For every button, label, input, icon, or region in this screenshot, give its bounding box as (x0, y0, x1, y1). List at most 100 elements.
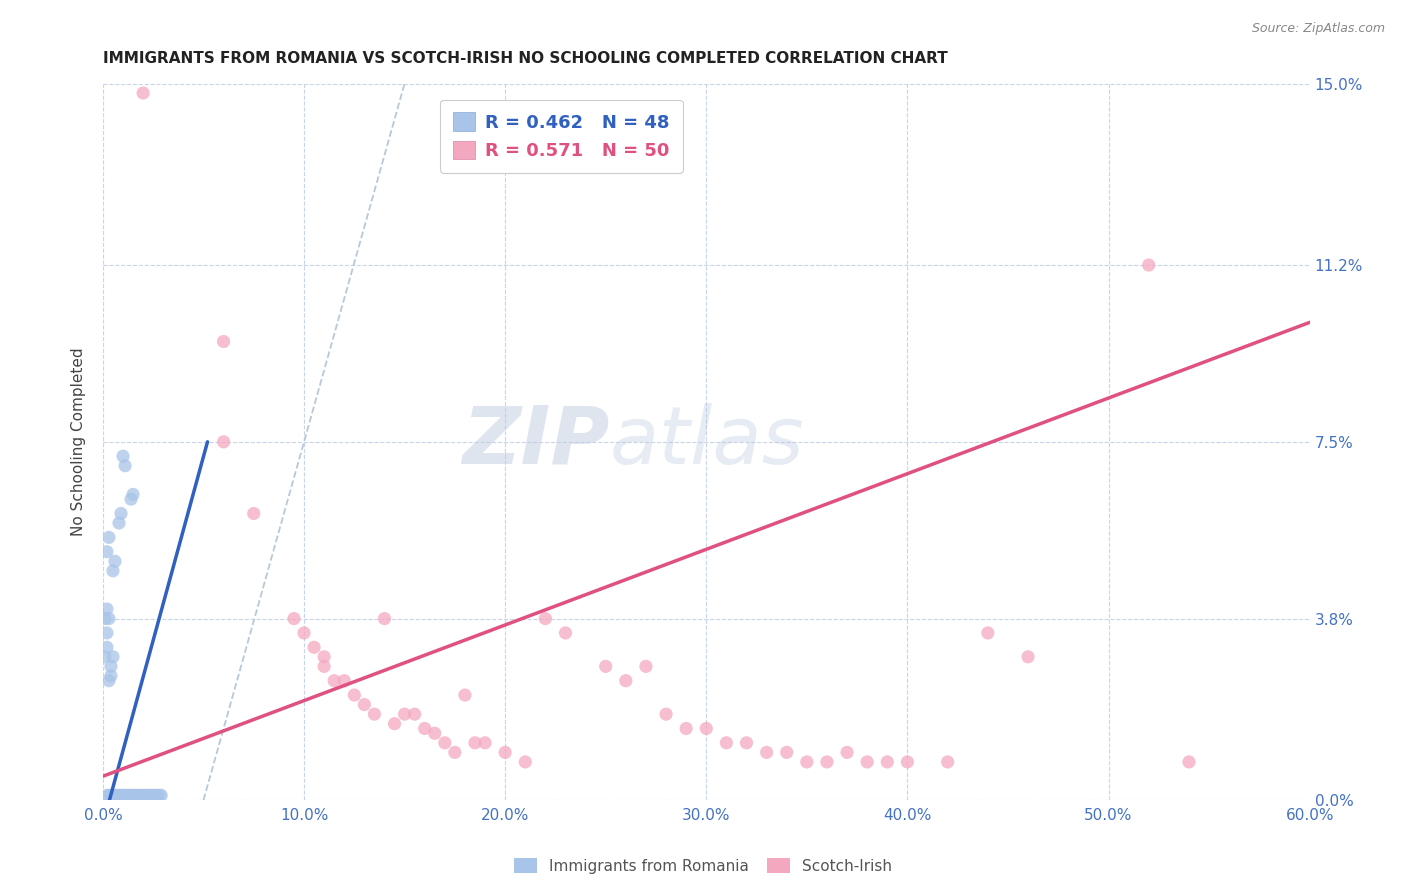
Point (735, 736, 758, 750)
Point (413, 722, 436, 736)
Point (433, 736, 456, 750)
Point (936, 755, 959, 769)
Point (146, 789, 169, 803)
Point (143, 789, 166, 803)
Point (97, 611, 120, 625)
Point (1178, 755, 1201, 769)
Point (101, 649, 124, 664)
Point (1017, 649, 1039, 664)
Legend: R = 0.462   N = 48, R = 0.571   N = 50: R = 0.462 N = 48, R = 0.571 N = 50 (440, 100, 682, 173)
Point (292, 626, 315, 640)
Point (120, 492, 142, 507)
Point (114, 458, 136, 473)
Point (105, 789, 128, 803)
Point (110, 507, 132, 521)
Point (896, 755, 918, 769)
Point (464, 736, 486, 750)
Text: IMMIGRANTS FROM ROMANIA VS SCOTCH-IRISH NO SCHOOLING COMPLETED CORRELATION CHART: IMMIGRANTS FROM ROMANIA VS SCOTCH-IRISH … (103, 51, 948, 66)
Y-axis label: No Schooling Completed: No Schooling Completed (72, 348, 86, 536)
Point (96, 626, 118, 640)
Point (323, 673, 346, 688)
Point (444, 745, 467, 759)
Point (96, 602, 118, 616)
Point (796, 755, 818, 769)
Point (343, 688, 366, 702)
Point (148, 789, 170, 803)
Point (614, 673, 637, 688)
Point (100, 669, 122, 683)
Text: atlas: atlas (610, 403, 804, 481)
Legend: Immigrants from Romania, Scotch-Irish: Immigrants from Romania, Scotch-Irish (508, 852, 898, 880)
Point (100, 659, 122, 673)
Point (111, 449, 134, 463)
Point (96, 789, 118, 803)
Point (97, 530, 120, 544)
Point (124, 789, 146, 803)
Point (97, 673, 120, 688)
Point (333, 673, 356, 688)
Point (114, 789, 136, 803)
Point (212, 434, 235, 449)
Point (150, 789, 173, 803)
Point (876, 755, 898, 769)
Point (134, 789, 156, 803)
Point (127, 789, 149, 803)
Point (675, 722, 697, 736)
Point (96, 545, 118, 559)
Point (494, 745, 516, 759)
Point (122, 487, 145, 501)
Point (695, 722, 717, 736)
Point (404, 707, 426, 722)
Point (141, 789, 163, 803)
Point (454, 688, 477, 702)
Point (815, 755, 838, 769)
Point (835, 745, 858, 759)
Point (242, 507, 264, 521)
Point (110, 789, 132, 803)
Point (94, 611, 117, 625)
Point (283, 611, 305, 625)
Point (716, 736, 738, 750)
Point (115, 789, 138, 803)
Point (302, 640, 325, 655)
Point (132, 86, 155, 100)
Point (101, 564, 124, 578)
Point (394, 707, 416, 722)
Point (373, 611, 395, 625)
Point (534, 611, 557, 625)
Point (132, 789, 155, 803)
Text: ZIP: ZIP (463, 403, 610, 481)
Point (1137, 258, 1160, 272)
Point (363, 707, 385, 722)
Point (104, 554, 127, 568)
Point (138, 789, 160, 803)
Point (634, 659, 657, 673)
Point (314, 659, 336, 673)
Point (595, 659, 617, 673)
Text: Source: ZipAtlas.com: Source: ZipAtlas.com (1251, 22, 1385, 36)
Point (122, 789, 145, 803)
Point (129, 789, 152, 803)
Point (136, 789, 159, 803)
Point (96, 640, 118, 655)
Point (100, 789, 122, 803)
Point (655, 707, 678, 722)
Point (108, 789, 131, 803)
Point (384, 716, 406, 731)
Point (101, 789, 124, 803)
Point (856, 755, 879, 769)
Point (97, 789, 120, 803)
Point (353, 698, 375, 712)
Point (776, 745, 799, 759)
Point (104, 789, 127, 803)
Point (554, 626, 576, 640)
Point (111, 789, 134, 803)
Point (108, 516, 131, 530)
Point (212, 334, 235, 349)
Point (423, 726, 446, 740)
Point (128, 789, 150, 803)
Point (120, 789, 142, 803)
Point (755, 745, 778, 759)
Point (314, 649, 336, 664)
Point (977, 626, 1000, 640)
